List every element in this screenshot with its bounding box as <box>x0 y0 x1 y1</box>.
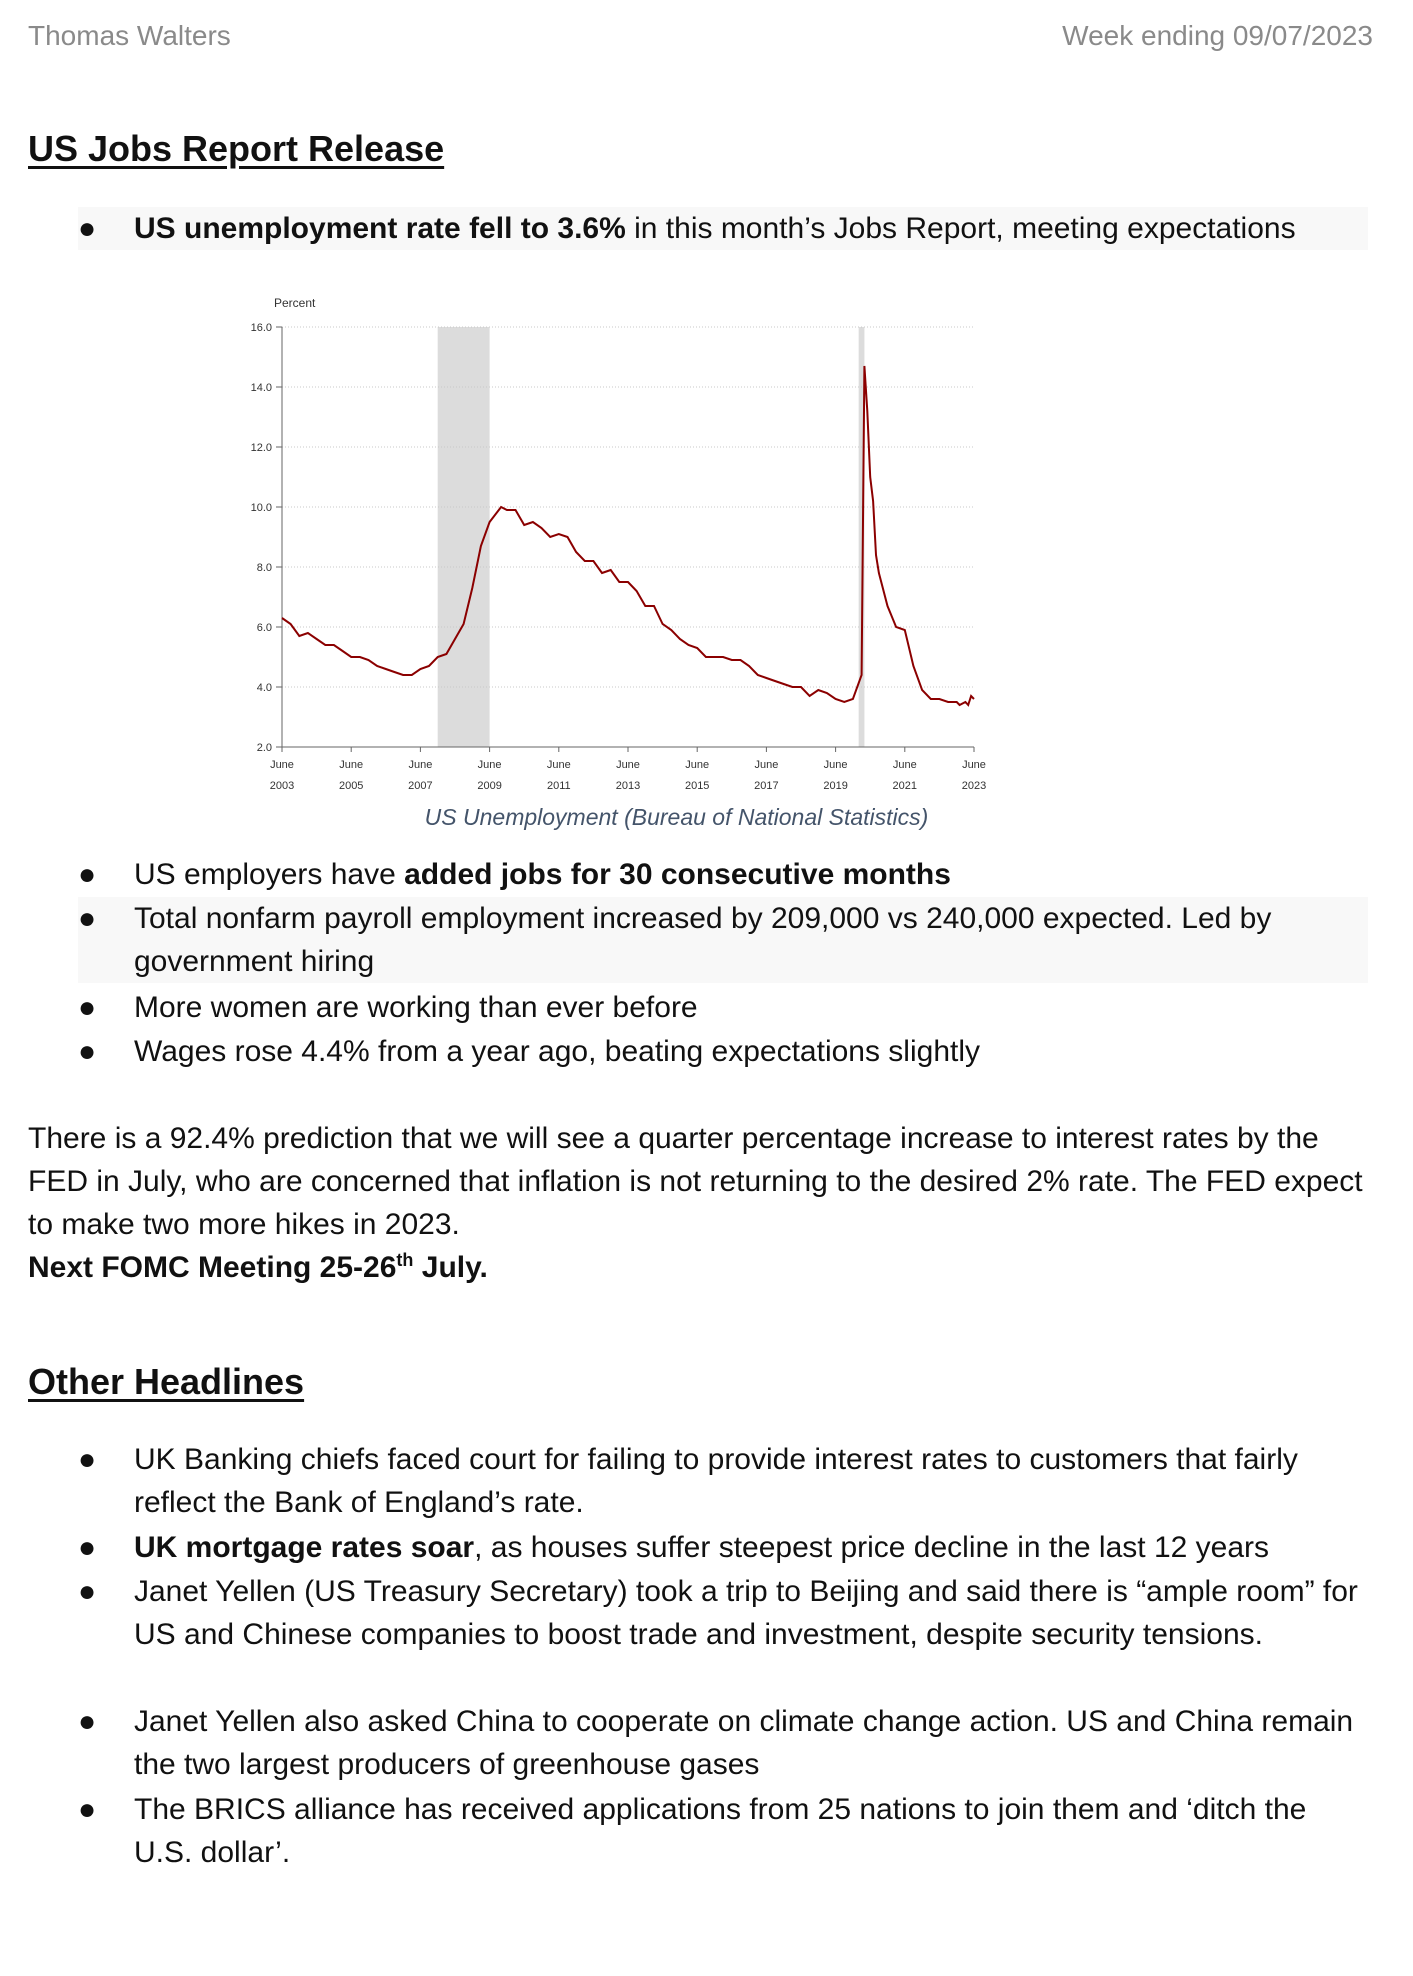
list-item-text: More women are working than ever before <box>134 991 698 1024</box>
rates-paragraph-text: There is a 92.4% prediction that we will… <box>28 1122 1363 1241</box>
y-tick-label: 14.0 <box>251 382 272 394</box>
bullet-icon: ● <box>78 902 97 935</box>
list-item: ● Total nonfarm payroll employment incre… <box>78 897 1368 983</box>
x-tick-label-month: June <box>547 759 571 771</box>
list-item-text: US employers have added jobs for 30 cons… <box>134 858 951 891</box>
y-tick-label: 2.0 <box>257 742 272 754</box>
bullet-icon: ● <box>78 1705 97 1738</box>
x-tick-label-year: 2011 <box>547 780 571 790</box>
list-item: ● More women are working than ever befor… <box>78 986 1368 1029</box>
x-tick-label-year: 2007 <box>408 780 432 790</box>
bullet-icon: ● <box>78 1443 97 1476</box>
x-tick-label-year: 2019 <box>823 780 847 790</box>
x-tick-label-year: 2005 <box>339 780 363 790</box>
list-item: ● The BRICS alliance has received applic… <box>78 1788 1368 1874</box>
list-item-text: UK Banking chiefs faced court for failin… <box>134 1443 1298 1519</box>
list-item-text: Wages rose 4.4% from a year ago, beating… <box>134 1035 981 1068</box>
list-item: ● UK Banking chiefs faced court for fail… <box>78 1438 1368 1524</box>
bullet-icon: ● <box>78 1793 97 1826</box>
list-item: ● US employers have added jobs for 30 co… <box>78 853 1368 896</box>
list-item-text: Janet Yellen also asked China to coopera… <box>134 1705 1354 1781</box>
list-item: ● Wages rose 4.4% from a year ago, beati… <box>78 1030 1368 1073</box>
list-item-text: The BRICS alliance has received applicat… <box>134 1793 1307 1869</box>
page-header: Thomas Walters Week ending 09/07/2023 <box>28 20 1373 60</box>
x-tick-label-year: 2009 <box>477 780 501 790</box>
x-tick-label-month: June <box>754 759 778 771</box>
y-axis-label: Percent <box>274 296 316 310</box>
list-item: ● US unemployment rate fell to 3.6% in t… <box>78 207 1368 250</box>
x-tick-label-month: June <box>270 759 294 771</box>
list-item: ● Janet Yellen (US Treasury Secretary) t… <box>78 1570 1368 1656</box>
x-tick-label-year: 2015 <box>685 780 709 790</box>
x-tick-label-month: June <box>478 759 502 771</box>
y-tick-label: 8.0 <box>257 562 272 574</box>
rates-paragraph: There is a 92.4% prediction that we will… <box>28 1117 1378 1289</box>
y-tick-label: 4.0 <box>257 682 272 694</box>
y-tick-label: 12.0 <box>251 442 272 454</box>
x-tick-label-year: 2013 <box>616 780 640 790</box>
week-ending: Week ending 09/07/2023 <box>1062 20 1373 51</box>
x-tick-label-month: June <box>408 759 432 771</box>
x-tick-label-month: June <box>824 759 848 771</box>
bullet-icon: ● <box>78 858 97 891</box>
bullet-icon: ● <box>78 212 97 245</box>
bullet-icon: ● <box>78 1575 97 1608</box>
bullet-icon: ● <box>78 1531 97 1564</box>
y-tick-label: 16.0 <box>251 322 272 334</box>
list-item: ● Janet Yellen also asked China to coope… <box>78 1700 1368 1786</box>
x-tick-label-month: June <box>685 759 709 771</box>
x-tick-label-year: 2017 <box>754 780 778 790</box>
x-tick-label-month: June <box>962 759 986 771</box>
x-tick-label-month: June <box>893 759 917 771</box>
list-item-text: UK mortgage rates soar, as houses suffer… <box>134 1531 1270 1564</box>
bullet-icon: ● <box>78 1035 97 1068</box>
fomc-meeting: Next FOMC Meeting 25-26th July. <box>28 1250 488 1284</box>
x-tick-label-year: 2003 <box>270 780 294 790</box>
recession-band <box>858 327 865 747</box>
list-item-text: US unemployment rate fell to 3.6% in thi… <box>134 212 1296 245</box>
recession-band <box>437 327 490 747</box>
x-tick-label-year: 2023 <box>962 780 986 790</box>
section-title-headlines: Other Headlines <box>28 1361 305 1402</box>
y-tick-label: 10.0 <box>251 502 272 514</box>
y-tick-label: 6.0 <box>257 622 272 634</box>
x-tick-label-month: June <box>616 759 640 771</box>
list-item: ● UK mortgage rates soar, as houses suff… <box>78 1526 1368 1569</box>
author-name: Thomas Walters <box>28 20 231 51</box>
series-line <box>281 365 975 707</box>
bullet-icon: ● <box>78 991 97 1024</box>
chart-caption: US Unemployment (Bureau of National Stat… <box>424 804 929 830</box>
section-title-jobs: US Jobs Report Release <box>28 128 445 169</box>
x-tick-label-year: 2021 <box>893 780 917 790</box>
list-item-text: Janet Yellen (US Treasury Secretary) too… <box>134 1575 1358 1651</box>
list-item-text: Total nonfarm payroll employment increas… <box>134 902 1272 978</box>
x-tick-label-month: June <box>339 759 363 771</box>
